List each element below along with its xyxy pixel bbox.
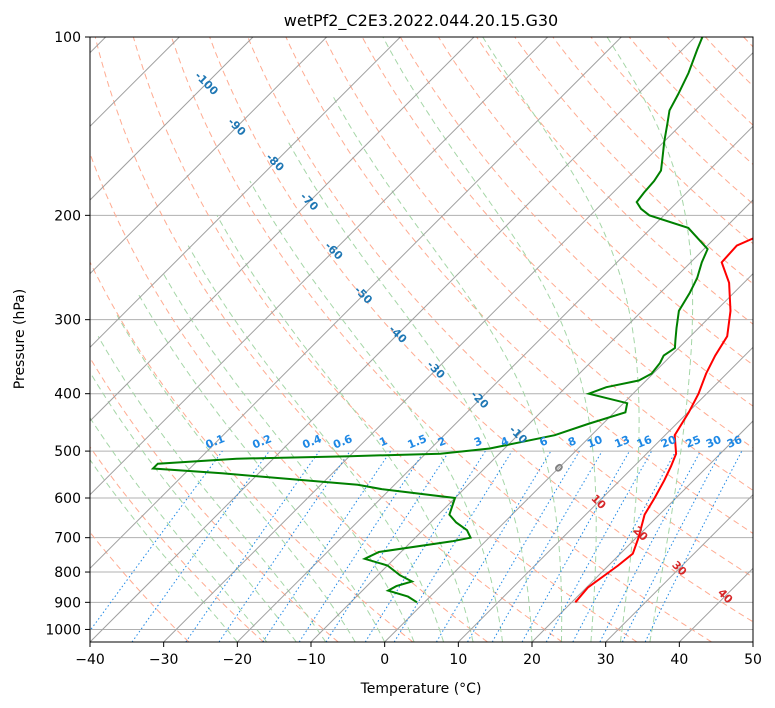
x-tick-label: 10 — [449, 652, 467, 668]
moist-adiabat-line — [137, 292, 386, 642]
mixing-ratio-line — [218, 450, 351, 642]
y-tick-label: 600 — [54, 491, 81, 507]
moist-adiabat-line — [287, 141, 533, 642]
y-tick-label: 400 — [54, 387, 81, 403]
isotherm-line — [90, 37, 254, 201]
moist-adiabat-line — [116, 315, 356, 642]
x-tick-label: 20 — [523, 652, 541, 668]
mixing-ratio-label: 16 — [635, 433, 654, 451]
x-tick-label: −10 — [296, 652, 326, 668]
isotherm-line — [90, 37, 328, 275]
dry-adiabat-line — [437, 37, 753, 366]
x-tick-label: −20 — [223, 652, 253, 668]
mixing-ratio-line — [325, 450, 450, 642]
mixing-ratio-label: 25 — [684, 433, 703, 451]
background-lines — [90, 37, 753, 642]
isotherm-line — [90, 37, 622, 570]
mixing-ratio-line — [545, 450, 653, 642]
dry-adiabat-line — [399, 37, 753, 407]
moist-adiabat-line — [249, 180, 503, 642]
mixing-ratio-line — [298, 450, 425, 642]
mixing-ratio-line — [185, 450, 320, 642]
sounding-series — [150, 37, 753, 604]
y-tick-label: 200 — [54, 208, 81, 224]
mixing-ratio-label: 36 — [725, 433, 744, 451]
moist-adiabat-line — [331, 94, 563, 642]
mixing-ratio-label: 1 — [377, 434, 389, 449]
isotherm-line — [90, 37, 475, 422]
isotherm-line — [90, 37, 696, 642]
y-axis-ticks: 100 200 300 400 500 600 700 800 900 1000 — [45, 30, 90, 638]
dry-adiabat-line — [590, 37, 753, 205]
y-tick-label: 900 — [54, 595, 81, 611]
mixing-ratio-line — [521, 450, 630, 642]
mixing-ratio-label: 10 — [585, 433, 604, 451]
dry-adiabat-line — [361, 37, 753, 449]
x-tick-label: −40 — [75, 652, 105, 668]
mixing-ratio-label: 3 — [472, 434, 484, 449]
dry-adiabat-line — [247, 37, 753, 578]
y-tick-label: 800 — [54, 565, 81, 581]
isotherm-line — [90, 37, 401, 349]
dry-adiabat-line — [90, 152, 488, 642]
moist-adiabat-line — [97, 336, 327, 642]
mixing-ratio-label: 30 — [704, 433, 723, 451]
x-axis-label: Temperature (°C) — [360, 681, 482, 697]
x-tick-label: 50 — [744, 652, 762, 668]
moist-adiabat-line — [162, 272, 415, 642]
mixing-ratio-label: 2 — [436, 434, 448, 449]
isotherm-line — [90, 37, 549, 496]
mixing-ratio-label: 20 — [659, 433, 678, 451]
x-tick-label: 40 — [670, 652, 688, 668]
isotherm-line — [163, 51, 753, 642]
isotherm-line — [236, 125, 753, 642]
chart-title: wetPf2_C2E3.2022.044.20.15.G30 — [284, 11, 558, 31]
moist-adiabat-line — [606, 37, 694, 642]
temperature-line — [574, 237, 753, 603]
moist-adiabat-line — [90, 416, 268, 642]
isotherm-line — [531, 420, 753, 642]
isotherm-line — [384, 272, 753, 642]
isotherm-line — [605, 493, 753, 642]
y-tick-label: 500 — [54, 444, 81, 460]
y-tick-label: 300 — [54, 313, 81, 329]
isotherm-line — [457, 346, 753, 642]
dry-adiabat-line — [94, 37, 563, 642]
moist-adiabat-line — [90, 371, 297, 642]
mixing-ratio-label: 8 — [566, 434, 578, 449]
dry-adiabat-line — [90, 260, 414, 642]
x-tick-label: −30 — [149, 652, 179, 668]
mixing-ratio-line — [90, 450, 223, 632]
mixing-ratio-line — [262, 450, 392, 642]
mixing-ratio-line — [572, 450, 677, 642]
moist-adiabat-line — [382, 37, 597, 642]
x-tick-label: 30 — [597, 652, 615, 668]
x-tick-label: 0 — [380, 652, 389, 668]
y-tick-label: 100 — [54, 30, 81, 46]
moist-adiabat-line — [482, 37, 640, 642]
moist-adiabat-line — [216, 215, 474, 642]
x-axis-ticks: −40 −30 −20 −10 0 10 20 30 40 50 — [75, 642, 762, 668]
mixing-ratio-line — [644, 450, 743, 642]
y-tick-label: 700 — [54, 531, 81, 547]
plot-frame — [89, 36, 754, 643]
moist-adiabat-line — [187, 245, 445, 642]
mixing-ratio-line — [393, 450, 513, 642]
dry-adiabat-line — [171, 37, 712, 642]
y-tick-label: 1000 — [45, 622, 81, 638]
y-axis-label: Pressure (hPa) — [12, 289, 28, 389]
dry-adiabat-line — [628, 37, 753, 166]
mixing-ratio-line — [131, 450, 270, 642]
dry-adiabat-line — [90, 446, 264, 642]
mixing-ratio-label: 13 — [613, 433, 632, 451]
dry-adiabat-line — [285, 37, 753, 535]
dry-adiabat-line — [476, 37, 753, 325]
dewpoint-line — [150, 37, 709, 604]
dry-adiabat-line — [132, 37, 638, 642]
isotherm-line — [310, 199, 753, 642]
